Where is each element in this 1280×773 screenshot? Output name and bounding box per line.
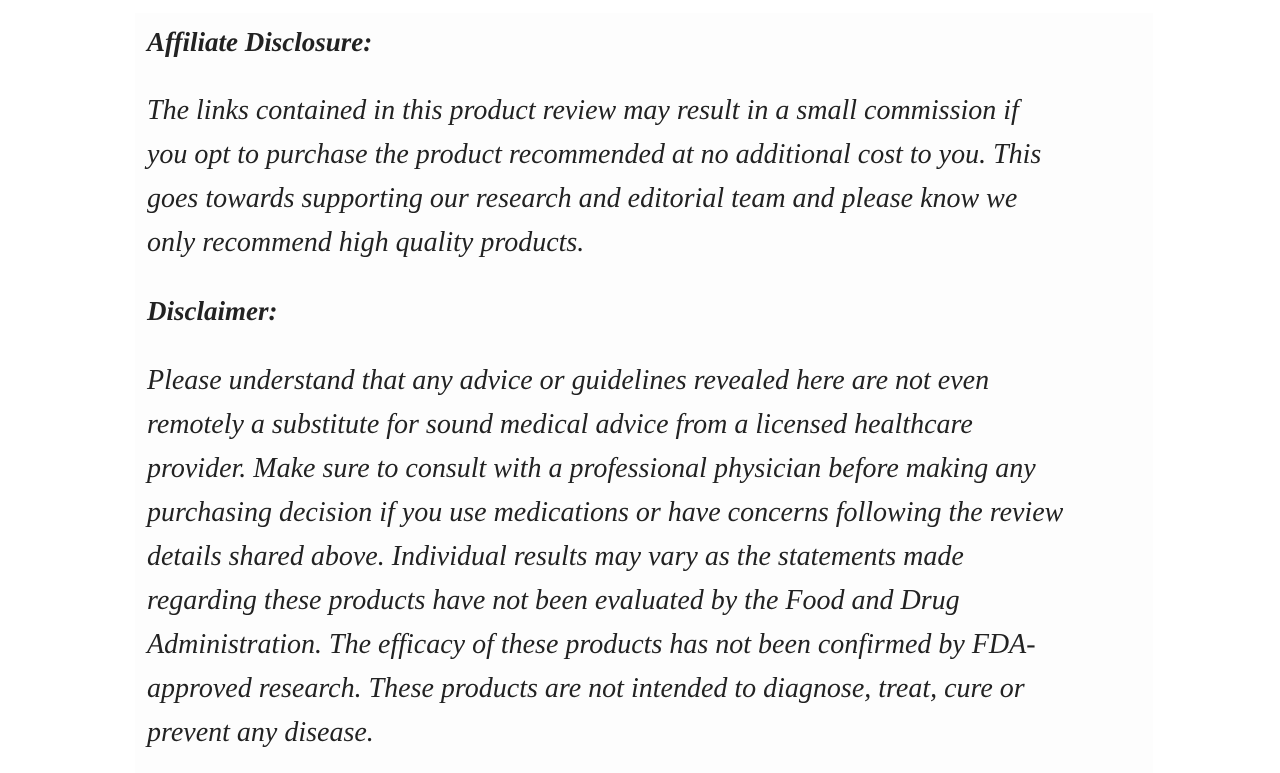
text-line: The links contained in this product revi… bbox=[147, 95, 1019, 126]
text-line: remotely a substitute for sound medical … bbox=[147, 409, 973, 440]
text-line: provider. Make sure to consult with a pr… bbox=[147, 453, 1036, 484]
affiliate-heading: Affiliate Disclosure: bbox=[147, 27, 373, 57]
disclaimer-heading: Disclaimer: bbox=[147, 296, 278, 326]
text-line: goes towards supporting our research and… bbox=[147, 183, 1018, 214]
affiliate-paragraph: The links contained in this product revi… bbox=[147, 89, 1041, 265]
text-line: prevent any disease. bbox=[147, 717, 374, 748]
text-line: Please understand that any advice or gui… bbox=[147, 365, 990, 396]
disclaimer-paragraph: Please understand that any advice or gui… bbox=[147, 359, 1063, 755]
text-line: details shared above. Individual results… bbox=[147, 541, 964, 572]
content-card bbox=[135, 13, 1153, 773]
text-line: regarding these products have not been e… bbox=[147, 585, 960, 616]
text-line: you opt to purchase the product recommen… bbox=[147, 139, 1042, 170]
text-line: approved research. These products are no… bbox=[147, 673, 1025, 704]
text-line: purchasing decision if you use medicatio… bbox=[147, 497, 1064, 528]
text-line: only recommend high quality products. bbox=[147, 227, 585, 258]
text-line: Administration. The efficacy of these pr… bbox=[147, 629, 1036, 660]
